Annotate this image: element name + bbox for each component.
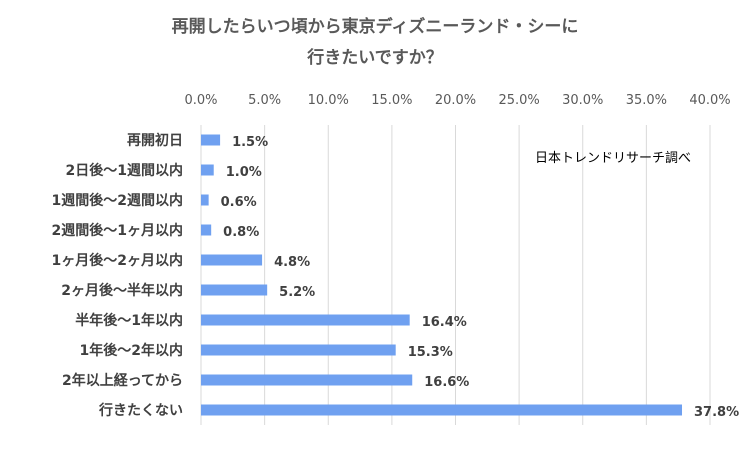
x-tick-label: 5.0% <box>248 93 281 108</box>
bar <box>201 344 396 356</box>
category-label: 2日後～1週間以内 <box>66 162 183 179</box>
x-tick-label: 10.0% <box>308 93 349 108</box>
bar <box>201 224 212 236</box>
x-tick-label: 30.0% <box>562 93 603 108</box>
x-tick-label: 20.0% <box>435 93 476 108</box>
bar <box>201 284 268 296</box>
category-label: 行きたくない <box>98 402 183 419</box>
category-label: 2ヶ月後～半年以内 <box>61 282 183 299</box>
data-label: 37.8% <box>694 405 739 420</box>
bar <box>201 194 209 206</box>
x-tick-label: 0.0% <box>184 93 217 108</box>
data-label: 4.8% <box>274 255 310 270</box>
bar <box>201 374 413 386</box>
data-label: 5.2% <box>279 285 315 300</box>
gridlines <box>264 125 711 425</box>
x-axis-tick-labels: 0.0% 5.0% 10.0% 15.0% 20.0% 25.0% 30.0% 35.0% 40… <box>184 93 730 108</box>
bar <box>201 404 683 416</box>
chart-title-line-2: 行きたいですか？ <box>306 47 443 68</box>
category-label: 2週間後～1ヶ月以内 <box>52 222 183 239</box>
source-annotation: 日本トレンドリサーチ調べ <box>535 151 691 166</box>
category-label: 再開初日 <box>127 132 183 149</box>
data-labels: 1.5% 1.0% 0.6% 0.8% 4.8% 5.2% 16.4% 15.3% 16.6% 3… <box>221 135 739 420</box>
data-label: 1.0% <box>226 165 262 180</box>
x-tick-label: 40.0% <box>689 93 730 108</box>
data-label: 1.5% <box>232 135 268 150</box>
chart-title-line-1: 再開したらいつ頃から東京ディズニーランド・シーに <box>172 16 579 37</box>
data-label: 0.6% <box>221 195 257 210</box>
category-labels: 再開初日 2日後～1週間以内 1週間後～2週間以内 2週間後～1ヶ月以内 1ヶ月後～2ヶ… <box>52 132 183 419</box>
chart-title: 再開したらいつ頃から東京ディズニーランド・シーに 行きたいですか？ <box>172 16 579 68</box>
category-label: 1ヶ月後～2ヶ月以内 <box>52 252 183 269</box>
data-label: 15.3% <box>408 345 453 360</box>
x-tick-label: 35.0% <box>626 93 667 108</box>
category-label: 1年後～2年以内 <box>80 342 183 359</box>
bar <box>201 254 263 266</box>
data-label: 16.4% <box>422 315 467 330</box>
x-tick-label: 25.0% <box>498 93 539 108</box>
bar <box>201 164 214 176</box>
bar <box>201 314 410 326</box>
data-label: 16.6% <box>424 375 469 390</box>
category-label: 1週間後～2週間以内 <box>52 192 183 209</box>
category-label: 半年後～1年以内 <box>75 312 183 329</box>
x-tick-label: 15.0% <box>371 93 412 108</box>
bar <box>201 134 221 146</box>
bars <box>201 134 683 416</box>
category-label: 2年以上経ってから <box>62 372 183 389</box>
data-label: 0.8% <box>223 225 259 240</box>
